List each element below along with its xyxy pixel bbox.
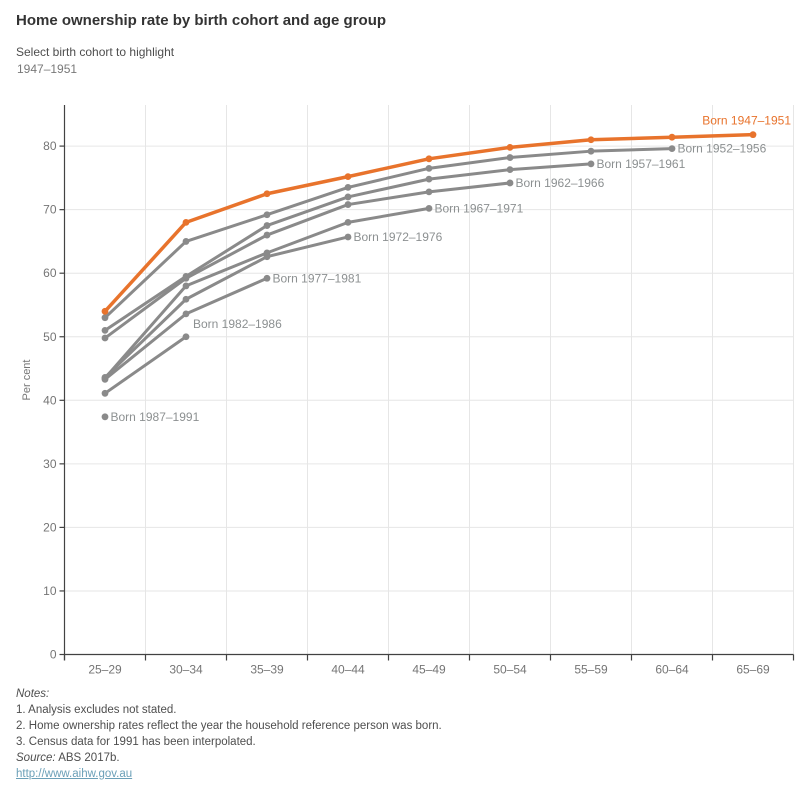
- series-point-born-1977-1981[interactable]: [182, 310, 190, 318]
- series-label-born-1962-1966: Born 1962–1966: [516, 176, 605, 190]
- series-point-born-1947-1951[interactable]: [425, 155, 433, 163]
- series-point-born-1962-1966[interactable]: [263, 231, 271, 239]
- series-point-born-1947-1951[interactable]: [101, 307, 109, 315]
- series-point-born-1947-1951[interactable]: [668, 133, 676, 141]
- series-point-born-1947-1951[interactable]: [506, 143, 514, 151]
- series-point-born-1952-1956[interactable]: [263, 211, 271, 219]
- footer: Notes: 1. Analysis excludes not stated. …: [16, 686, 442, 782]
- x-tick-label: 25–29: [88, 663, 122, 677]
- series-point-born-1962-1966[interactable]: [506, 179, 514, 187]
- series-point-born-1957-1961[interactable]: [263, 222, 271, 229]
- series-point-born-1957-1961[interactable]: [587, 160, 595, 168]
- series-point-born-1972-1976[interactable]: [344, 233, 352, 241]
- x-tick-label: 35–39: [250, 663, 284, 677]
- series-point-born-1947-1951[interactable]: [263, 190, 271, 198]
- series-label-born-1972-1976: Born 1972–1976: [354, 230, 443, 244]
- series-point-born-1967-1971[interactable]: [101, 374, 109, 382]
- source-label: Source:: [16, 752, 56, 764]
- series-point-born-1972-1976[interactable]: [182, 295, 190, 303]
- y-tick-label: 40: [43, 393, 57, 407]
- cohort-selector-value[interactable]: 1947–1951: [17, 62, 78, 76]
- y-axis-title: Per cent: [21, 360, 33, 401]
- series-point-born-1982-1986[interactable]: [182, 333, 190, 341]
- series-point-born-1947-1951[interactable]: [344, 173, 352, 181]
- y-tick-label: 50: [43, 330, 57, 344]
- series-point-born-1967-1971[interactable]: [425, 204, 433, 212]
- series-label-born-1987-1991: Born 1987–1991: [111, 410, 200, 424]
- x-tick-label: 30–34: [169, 663, 203, 677]
- series-point-born-1987-1991[interactable]: [101, 413, 109, 421]
- series-label-born-1967-1971: Born 1967–1971: [435, 201, 524, 215]
- series-point-born-1947-1951[interactable]: [749, 131, 757, 139]
- y-tick-label: 20: [43, 520, 57, 534]
- y-tick-label: 80: [43, 139, 57, 153]
- series-label-born-1957-1961: Born 1957–1961: [597, 157, 686, 171]
- series-point-born-1952-1956[interactable]: [506, 154, 514, 161]
- series-line-born-1962-1966[interactable]: [103, 181, 512, 340]
- x-tick-label: 50–54: [493, 663, 527, 677]
- series-line-born-1972-1976[interactable]: [103, 235, 350, 379]
- note-3: 3. Census data for 1991 has been interpo…: [16, 736, 256, 748]
- series-point-born-1967-1971[interactable]: [182, 282, 190, 290]
- series-point-born-1962-1966[interactable]: [425, 188, 433, 196]
- aihw-link[interactable]: http://www.aihw.gov.au: [16, 768, 133, 780]
- page-title: Home ownership rate by birth cohort and …: [16, 12, 387, 29]
- notes-label: Notes:: [16, 688, 50, 700]
- series-point-born-1947-1951[interactable]: [587, 136, 595, 144]
- series-label-born-1982-1986: Born 1982–1986: [193, 317, 282, 331]
- x-tick-label: 45–49: [412, 663, 446, 677]
- source-text: ABS 2017b.: [58, 752, 120, 764]
- y-tick-label: 0: [50, 648, 57, 662]
- series-point-born-1952-1956[interactable]: [668, 145, 676, 153]
- series-point-born-1962-1966[interactable]: [344, 201, 352, 208]
- series-label-born-1977-1981: Born 1977–1981: [273, 271, 362, 285]
- series-point-born-1952-1956[interactable]: [101, 314, 109, 322]
- x-tick-label: 40–44: [331, 663, 365, 677]
- x-tick-label: 55–59: [574, 663, 608, 677]
- series-point-born-1947-1951[interactable]: [182, 218, 190, 226]
- series-point-born-1957-1961[interactable]: [101, 326, 109, 334]
- series-point-born-1957-1961[interactable]: [425, 175, 433, 183]
- series-point-born-1957-1961[interactable]: [182, 272, 190, 280]
- series-line-born-1982-1986[interactable]: [103, 335, 188, 395]
- series-point-born-1952-1956[interactable]: [344, 184, 352, 191]
- series-point-born-1967-1971[interactable]: [263, 249, 271, 257]
- y-tick-label: 10: [43, 584, 57, 598]
- series-point-born-1962-1966[interactable]: [101, 334, 109, 342]
- series-point-born-1967-1971[interactable]: [344, 218, 352, 226]
- series-point-born-1957-1961[interactable]: [344, 193, 352, 201]
- series-point-born-1952-1956[interactable]: [182, 238, 190, 245]
- y-tick-label: 70: [43, 203, 57, 217]
- series-point-born-1977-1981[interactable]: [263, 274, 271, 282]
- series-point-born-1952-1956[interactable]: [425, 164, 433, 172]
- note-2: 2. Home ownership rates reflect the year…: [16, 720, 442, 732]
- series-label-born-1952-1956: Born 1952–1956: [678, 142, 767, 156]
- y-tick-label: 30: [43, 457, 57, 471]
- series-point-born-1952-1956[interactable]: [587, 147, 595, 155]
- cohort-selector-label: Select birth cohort to highlight: [16, 45, 175, 59]
- series-label-born-1947-1951: Born 1947–1951: [702, 114, 791, 128]
- series-point-born-1982-1986[interactable]: [101, 389, 109, 397]
- x-tick-label: 60–64: [655, 663, 689, 677]
- y-tick-label: 60: [43, 266, 57, 280]
- series-line-born-1952-1956[interactable]: [103, 147, 674, 320]
- series-point-born-1957-1961[interactable]: [506, 166, 514, 174]
- x-tick-label: 65–69: [736, 663, 770, 677]
- note-1: 1. Analysis excludes not stated.: [16, 704, 177, 716]
